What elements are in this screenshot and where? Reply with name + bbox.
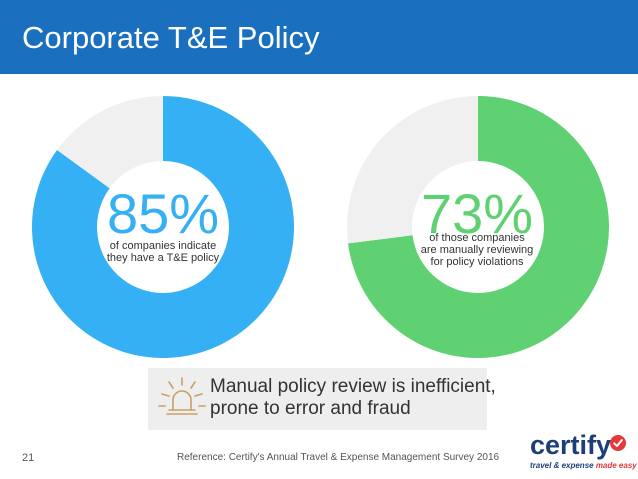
reference-text: Reference: Certify's Annual Travel & Exp…: [177, 452, 500, 463]
stat-1-caption-line-2: they have a T&E policy: [106, 252, 220, 264]
donut-1-slice-remainder: [57, 96, 164, 189]
stat-2-caption-line-1: of those companies: [429, 232, 525, 244]
logo-tagline-end: made easy: [595, 461, 637, 470]
donut-1-slice-value: [31, 96, 294, 358]
callout-line-1: Manual policy review is inefficient,: [210, 376, 496, 397]
page-number: 21: [22, 452, 35, 464]
checkmark-badge-icon: [610, 435, 626, 451]
alarm-light-icon: [158, 377, 206, 415]
donut-2-slice-value: [348, 96, 609, 358]
callout-text: Manual policy review is inefficient, pro…: [210, 376, 496, 420]
donut-2-slice-remainder: [347, 95, 478, 244]
donut-chart-manual-review: [347, 95, 609, 358]
logo-tagline-start: travel & expense: [530, 461, 596, 470]
certify-logo: certify travel & expense made easy: [528, 430, 637, 472]
logo-tagline: travel & expense made easy: [530, 461, 637, 470]
stat-1-caption-line-1: of companies indicate: [109, 240, 217, 252]
stat-1-value: 85%: [106, 182, 220, 245]
stat-2-value: 73%: [420, 182, 534, 245]
stat-2-caption: of those companies are manually reviewin…: [412, 232, 542, 268]
callout-line-2: prone to error and fraud: [210, 398, 411, 419]
header-bar: Corporate T&E Policy: [0, 0, 638, 74]
page-title: Corporate T&E Policy: [22, 20, 320, 55]
stat-2-caption-line-2: are manually reviewing: [420, 244, 534, 256]
callout-box: Manual policy review is inefficient, pro…: [148, 368, 496, 430]
stat-2-caption-line-3: for policy violations: [430, 256, 524, 268]
stat-1-caption: of companies indicate they have a T&E po…: [98, 240, 228, 264]
logo-wordmark: certify: [530, 430, 612, 460]
donut-chart-policy: [31, 96, 294, 358]
